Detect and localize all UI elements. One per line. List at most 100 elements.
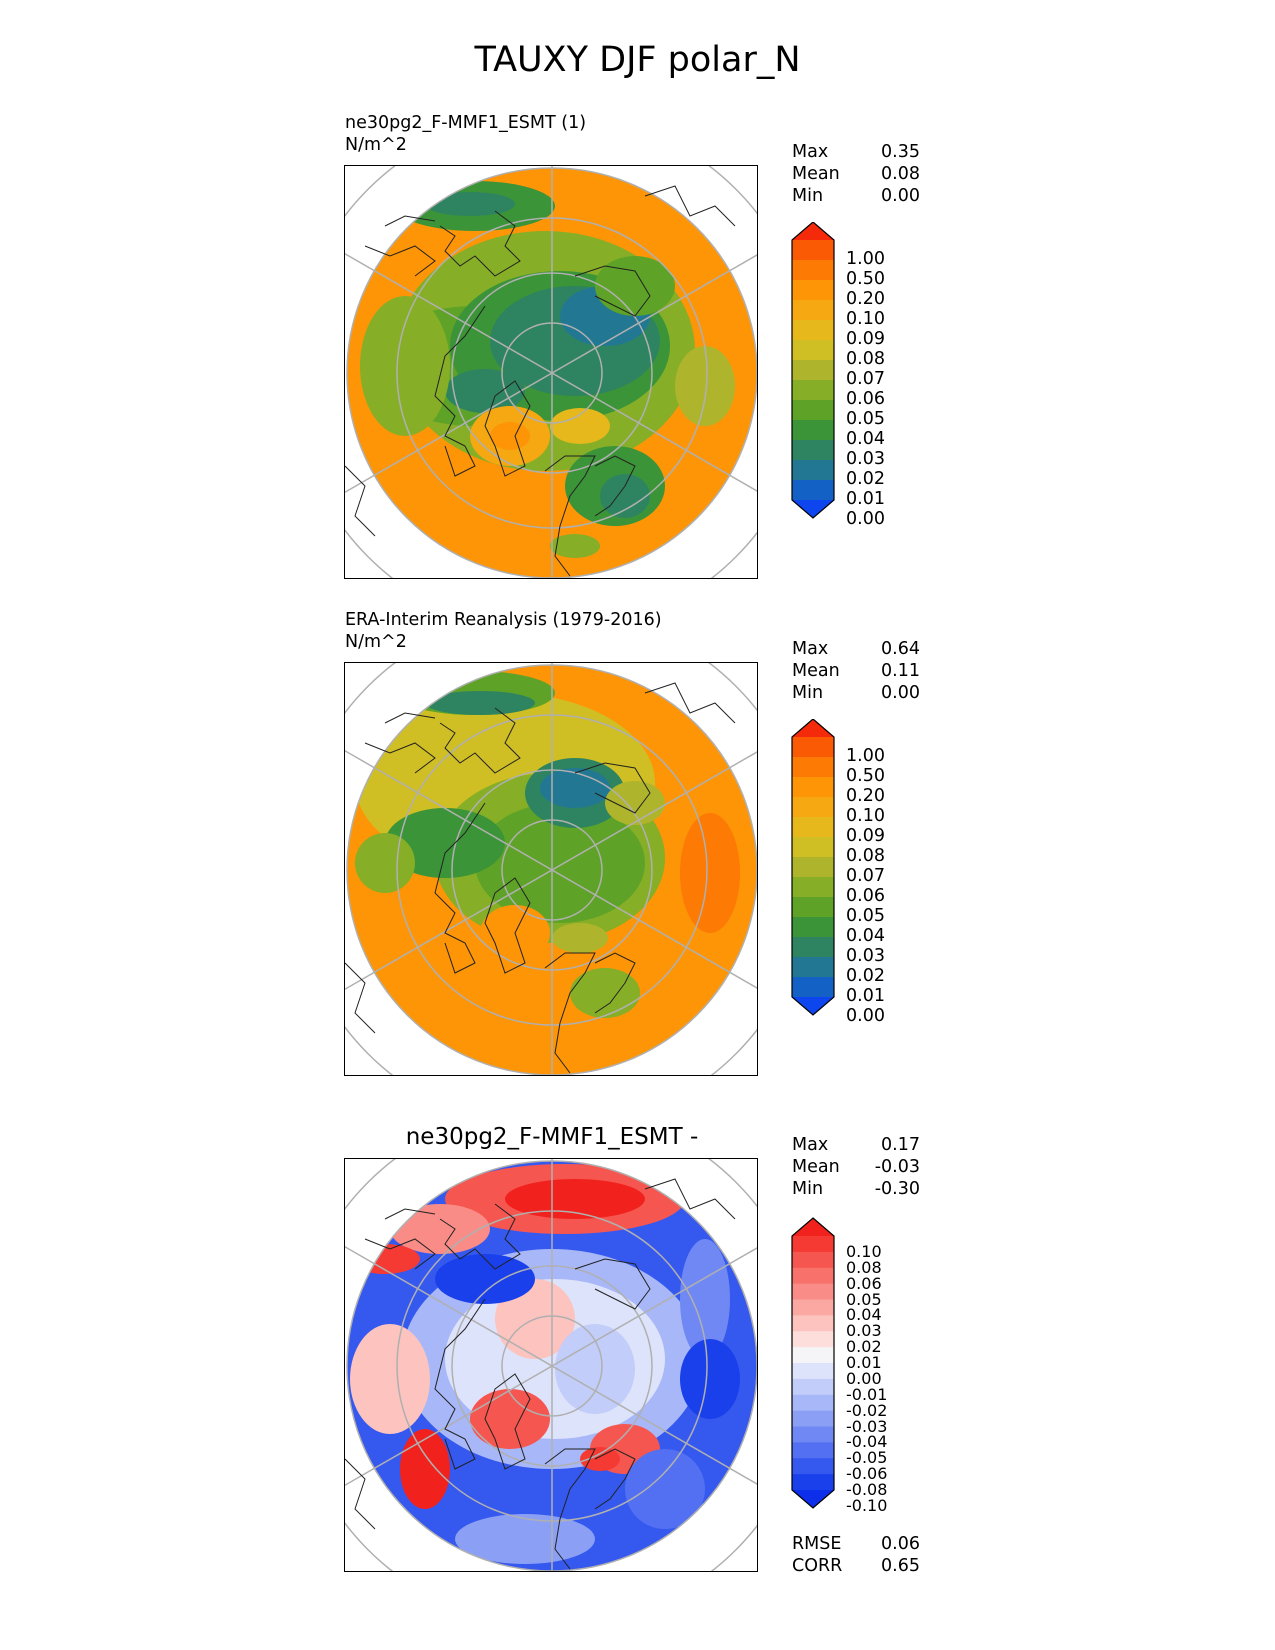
colorbar-tick-label: 0.00 bbox=[846, 509, 885, 530]
colorbar-segment bbox=[792, 1410, 834, 1428]
colorbar-tick-label: 1.00 bbox=[846, 746, 885, 767]
colorbar-extend-min bbox=[792, 1490, 834, 1508]
colorbar-segment bbox=[792, 1378, 834, 1396]
panel1-map-svg bbox=[345, 166, 757, 578]
panel2-units: N/m^2 bbox=[345, 632, 407, 652]
colorbar-tick-label: -0.04 bbox=[846, 1432, 888, 1452]
panel1-graticule bbox=[345, 166, 757, 578]
colorbar-segment bbox=[792, 460, 834, 481]
colorbar-segment bbox=[792, 320, 834, 341]
colorbar-segment bbox=[792, 1267, 834, 1285]
colorbar-tick-label: 0.01 bbox=[846, 1353, 882, 1373]
colorbar-segment bbox=[792, 360, 834, 381]
colorbar-tick-label: 0.08 bbox=[846, 349, 885, 370]
colorbar-segment bbox=[792, 420, 834, 441]
colorbar-tick-label: 0.03 bbox=[846, 1321, 882, 1341]
colorbar-segment bbox=[792, 757, 834, 778]
colorbar-tick-label: 0.05 bbox=[846, 1289, 882, 1309]
panel1-stats: Max 0.35 Mean 0.08 Min 0.00 bbox=[792, 141, 920, 207]
colorbar-tick-label: 0.50 bbox=[846, 269, 885, 290]
colorbar-tick-label: 0.20 bbox=[846, 786, 885, 807]
colorbar-segment bbox=[792, 340, 834, 361]
panel2-graticule bbox=[345, 663, 757, 1075]
colorbar-tick-label: 0.00 bbox=[846, 1368, 882, 1388]
figure-title: TAUXY DJF polar_N bbox=[474, 40, 801, 80]
colorbar-segment bbox=[792, 1426, 834, 1443]
panel2-polar-map bbox=[344, 662, 758, 1076]
colorbar-tick-label: -0.06 bbox=[846, 1464, 888, 1484]
colorbar-tick-label: 0.01 bbox=[846, 986, 885, 1007]
colorbar-tick-label: 0.50 bbox=[846, 766, 885, 787]
colorbar-tick-label: 0.20 bbox=[846, 289, 885, 310]
colorbar-tick-label: 0.07 bbox=[846, 866, 885, 887]
panel3-stat-min: Min -0.30 bbox=[792, 1179, 920, 1199]
panel3-coastlines bbox=[345, 1178, 736, 1570]
panel3-title: ne30pg2_F-MMF1_ESMT - bbox=[405, 1124, 699, 1150]
colorbar-outline bbox=[791, 1217, 835, 1509]
colorbar-outline bbox=[791, 222, 835, 519]
colorbar-tick-label: -0.02 bbox=[846, 1400, 888, 1420]
colorbar-segment bbox=[792, 480, 834, 501]
colorbar-segment bbox=[792, 837, 834, 858]
colorbar-segment bbox=[792, 737, 834, 758]
colorbar-tick-label: -0.08 bbox=[846, 1480, 888, 1500]
colorbar-tick-label: 0.04 bbox=[846, 429, 885, 450]
colorbar-tick-label: 0.08 bbox=[846, 1257, 882, 1277]
colorbar-segment bbox=[792, 240, 834, 261]
colorbar-extend-max bbox=[792, 719, 834, 737]
colorbar-segment bbox=[792, 1299, 834, 1316]
colorbar-extend-min bbox=[792, 500, 834, 518]
panel1-units: N/m^2 bbox=[345, 135, 407, 155]
colorbar-segment bbox=[792, 1236, 834, 1253]
panel1-coastlines bbox=[345, 185, 736, 577]
colorbar-outline bbox=[791, 719, 835, 1016]
colorbar-tick-label: 0.00 bbox=[846, 1006, 885, 1027]
colorbar-segment bbox=[792, 1394, 834, 1412]
panel3-graticule bbox=[345, 1159, 757, 1571]
colorbar-segment bbox=[792, 440, 834, 461]
panel1-stat-max: Max 0.35 bbox=[792, 142, 920, 162]
colorbar-segment bbox=[792, 280, 834, 301]
colorbar-tick-label: 0.10 bbox=[846, 1241, 882, 1261]
colorbar-tick-label: 0.05 bbox=[846, 906, 885, 927]
colorbar-extend-max bbox=[792, 1218, 834, 1236]
colorbar-tick-label: -0.01 bbox=[846, 1384, 888, 1404]
colorbar-tick-label: 0.06 bbox=[846, 886, 885, 907]
colorbar-tick-label: 0.10 bbox=[846, 806, 885, 827]
colorbar-segment bbox=[792, 1251, 834, 1269]
panel3-stat-max: Max 0.17 bbox=[792, 1135, 920, 1155]
colorbar-tick-label: 0.02 bbox=[846, 966, 885, 987]
panel3-metrics: RMSE 0.06 CORR 0.65 bbox=[792, 1533, 920, 1577]
panel1-stat-min: Min 0.00 bbox=[792, 186, 920, 206]
colorbar-segment bbox=[792, 937, 834, 958]
colorbar-segment bbox=[792, 380, 834, 401]
panel2-coastlines bbox=[345, 682, 736, 1074]
panel2-stat-max: Max 0.64 bbox=[792, 639, 920, 659]
panel3-colorbar bbox=[791, 1217, 835, 1509]
colorbar-tick-label: 0.06 bbox=[846, 1273, 882, 1293]
panel3-metric-rmse: RMSE 0.06 bbox=[792, 1534, 920, 1554]
colorbar-segment bbox=[792, 1315, 834, 1332]
colorbar-tick-label: 0.01 bbox=[846, 489, 885, 510]
colorbar-tick-label: 0.03 bbox=[846, 449, 885, 470]
panel3-stat-mean: Mean -0.03 bbox=[792, 1157, 920, 1177]
colorbar-segment bbox=[792, 797, 834, 818]
panel2-stat-mean: Mean 0.11 bbox=[792, 661, 920, 681]
colorbar-segment bbox=[792, 957, 834, 978]
colorbar-extend-max bbox=[792, 222, 834, 240]
panel3-map-svg bbox=[345, 1159, 757, 1571]
colorbar-segment bbox=[792, 1283, 834, 1301]
colorbar-tick-label: 0.07 bbox=[846, 369, 885, 390]
colorbar-extend-min bbox=[792, 997, 834, 1015]
panel3-stats: Max 0.17 Mean -0.03 Min -0.30 bbox=[792, 1134, 920, 1200]
colorbar-segment bbox=[792, 1442, 834, 1459]
panel2-stat-min: Min 0.00 bbox=[792, 683, 920, 703]
colorbar-tick-label: 0.10 bbox=[846, 309, 885, 330]
colorbar-segment bbox=[792, 917, 834, 938]
colorbar-segment bbox=[792, 977, 834, 998]
panel3-metric-corr: CORR 0.65 bbox=[792, 1556, 920, 1576]
colorbar-tick-label: 0.05 bbox=[846, 409, 885, 430]
colorbar-segment bbox=[792, 1363, 834, 1380]
panel2-stats: Max 0.64 Mean 0.11 Min 0.00 bbox=[792, 638, 920, 704]
colorbar-tick-label: 0.08 bbox=[846, 846, 885, 867]
